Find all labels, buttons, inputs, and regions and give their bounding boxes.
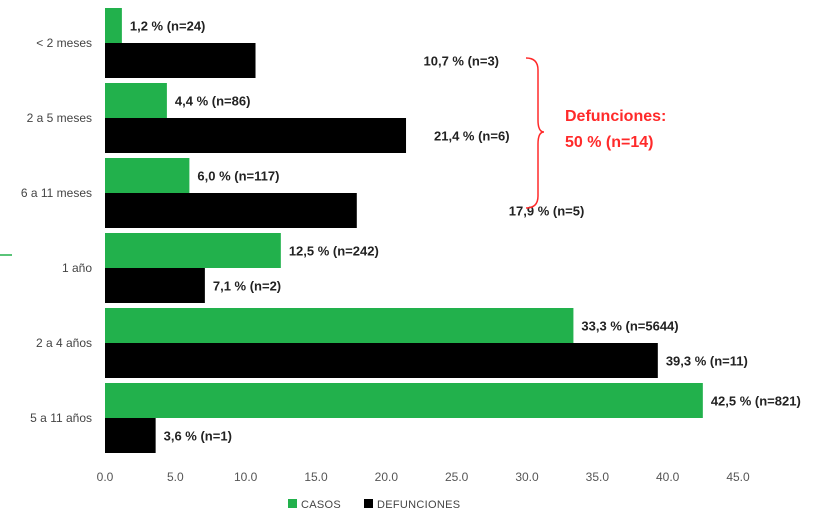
legend-label-casos: CASOS: [301, 499, 341, 511]
x-tick-label-8: 40.0: [656, 470, 680, 484]
x-axis-ticks: 0.0 5.0 10.0 15.0 20.0 25.0 30.0 35.0 40.0 45.0: [97, 470, 750, 484]
data-labels: 1,2 % (n=24) 10,7 % (n=3) 4,4 % (n=86) 21,4…: [130, 19, 801, 444]
data-label-defunciones-5: 3,6 % (n=1): [164, 429, 232, 444]
category-label-2-a-5-meses: 2 a 5 meses: [27, 111, 92, 125]
bar-defunciones-0: [105, 43, 256, 78]
annotation-line-2: 50 % (n=14): [565, 134, 653, 151]
bar-defunciones-3: [105, 268, 205, 303]
legend: CASOS DEFUNCIONES: [288, 499, 460, 511]
bar-defunciones-2: [105, 193, 357, 228]
data-label-casos-5: 42,5 % (n=821): [711, 394, 801, 409]
data-label-casos-2: 6,0 % (n=117): [197, 169, 279, 184]
bar-casos-3: [105, 233, 281, 268]
x-tick-label-4: 20.0: [375, 470, 399, 484]
legend-swatch-casos: [288, 499, 297, 508]
bar-casos-2: [105, 158, 190, 193]
category-label-6-a-11-meses: 6 a 11 meses: [21, 186, 92, 200]
x-tick-label-7: 35.0: [586, 470, 610, 484]
x-tick-label-6: 30.0: [515, 470, 539, 484]
bar-casos-0: [105, 8, 122, 43]
bar-defunciones-4: [105, 343, 658, 378]
category-label-5-a-11-a-os: 5 a 11 años: [30, 411, 92, 425]
bar-defunciones-1: [105, 118, 407, 153]
x-tick-label-5: 25.0: [445, 470, 469, 484]
data-label-casos-3: 12,5 % (n=242): [289, 244, 379, 259]
annotation-bracket: [525, 57, 545, 209]
category-label-2-meses: < 2 meses: [36, 36, 92, 50]
category-label-1-a-o: 1 año: [62, 261, 92, 275]
data-label-casos-1: 4,4 % (n=86): [175, 94, 251, 109]
legend-swatch-defunciones: [364, 499, 373, 508]
bar-defunciones-5: [105, 418, 156, 453]
data-label-defunciones-2: 17,9 % (n=5): [509, 204, 585, 219]
data-label-defunciones-4: 39,3 % (n=11): [666, 354, 748, 369]
deaths-annotation: Defunciones: 50 % (n=14): [525, 57, 666, 209]
annotation-line-1: Defunciones:: [565, 108, 666, 125]
x-tick-label-1: 5.0: [167, 470, 184, 484]
data-label-defunciones-0: 10,7 % (n=3): [424, 54, 500, 69]
bar-casos-4: [105, 308, 574, 343]
data-label-defunciones-3: 7,1 % (n=2): [213, 279, 281, 294]
legend-label-defunciones: DEFUNCIONES: [377, 499, 460, 511]
bars-layer: [105, 8, 703, 453]
data-label-casos-4: 33,3 % (n=5644): [581, 319, 678, 334]
data-label-casos-0: 1,2 % (n=24): [130, 19, 206, 34]
x-tick-label-0: 0.0: [97, 470, 114, 484]
data-label-defunciones-1: 21,4 % (n=6): [434, 129, 510, 144]
bar-casos-5: [105, 383, 703, 418]
x-tick-label-2: 10.0: [234, 470, 258, 484]
x-tick-label-3: 15.0: [304, 470, 328, 484]
category-labels: < 2 meses 2 a 5 meses 6 a 11 meses 1 año 2 a…: [21, 36, 92, 425]
category-label-2-a-4-a-os: 2 a 4 años: [36, 336, 92, 350]
bar-casos-1: [105, 83, 167, 118]
x-tick-label-9: 45.0: [726, 470, 750, 484]
